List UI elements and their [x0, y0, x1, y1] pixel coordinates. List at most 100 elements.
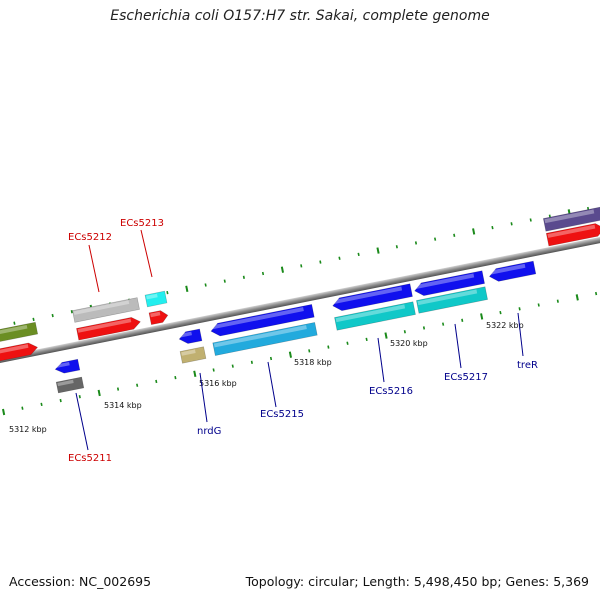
- tick-minor: [59, 398, 62, 403]
- gene-label-trer[interactable]: treR: [517, 360, 538, 371]
- tick-minor: [70, 310, 73, 314]
- cds-ecs5212-grey[interactable]: [72, 297, 140, 323]
- tick-minor: [136, 383, 139, 387]
- tick-major: [480, 313, 484, 320]
- tick-minor: [510, 222, 513, 226]
- tick-major: [472, 228, 476, 235]
- tick-label: 5314 kbp: [104, 401, 142, 410]
- cds-ecs5213-red[interactable]: [148, 309, 169, 326]
- tick-minor: [166, 290, 169, 295]
- tick-minor: [231, 364, 234, 368]
- label-leader-line: [88, 244, 100, 293]
- tick-minor: [250, 360, 253, 364]
- tick-minor: [422, 326, 426, 330]
- tick-minor: [357, 252, 360, 257]
- topology-text: Topology: circular; Length: 5,498,450 bp…: [245, 574, 589, 589]
- tick-label: 5320 kbp: [390, 339, 428, 348]
- tick-minor: [223, 279, 226, 283]
- tick-major: [280, 266, 285, 273]
- tick-minor: [261, 271, 265, 276]
- tick-minor: [338, 256, 341, 260]
- tick-label: 5318 kbp: [294, 358, 332, 367]
- cds-ecs5216[interactable]: [332, 283, 413, 312]
- tick-major: [384, 332, 388, 339]
- label-leader-line: [267, 361, 277, 408]
- tick-minor: [327, 345, 330, 349]
- tick-minor: [13, 321, 16, 325]
- tick-minor: [212, 368, 215, 372]
- cds-ecs5215[interactable]: [210, 304, 315, 337]
- tick-minor: [442, 322, 445, 326]
- cds-red-right-edge[interactable]: [545, 222, 600, 247]
- gene-label-ecs5212[interactable]: ECs5212: [68, 232, 112, 243]
- cds-nrdg-khaki[interactable]: [179, 346, 207, 364]
- tick-minor: [51, 313, 54, 318]
- tick-minor: [453, 233, 456, 237]
- tick-minor: [78, 395, 81, 399]
- label-leader-line: [454, 323, 462, 369]
- label-leaders: [75, 229, 524, 451]
- gene-label-nrdg[interactable]: nrdG: [197, 426, 221, 437]
- cds-ecs5211-grey[interactable]: [55, 376, 85, 394]
- tick-row-upper: [13, 206, 590, 325]
- tick-minor: [32, 317, 35, 322]
- tick-minor: [403, 330, 406, 334]
- tick-minor: [319, 260, 322, 264]
- label-leader-line: [377, 337, 385, 383]
- cds-ecs5216-cyan[interactable]: [334, 301, 416, 331]
- gene-label-ecs5217[interactable]: ECs5217: [444, 372, 488, 383]
- cds-ecs5217-cyan[interactable]: [416, 286, 488, 314]
- gene-label-ecs5215[interactable]: ECs5215: [260, 409, 304, 420]
- tick-minor: [365, 337, 368, 342]
- tick-minor: [499, 310, 502, 315]
- tick-major: [97, 389, 101, 397]
- tick-minor: [346, 341, 349, 345]
- label-leader-line: [199, 372, 208, 423]
- map-title: Escherichia coli O157:H7 str. Sakai, com…: [110, 8, 490, 24]
- tick-minor: [537, 303, 540, 307]
- tick-minor: [556, 299, 559, 303]
- cds-ecs5215-lightblue[interactable]: [212, 322, 318, 356]
- tick-minor: [21, 406, 24, 410]
- gene-label-ecs5213[interactable]: ECs5213: [120, 218, 164, 229]
- cds-nrdg[interactable]: [178, 328, 203, 345]
- gene-label-ecs5216[interactable]: ECs5216: [369, 386, 413, 397]
- tick-minor: [491, 225, 494, 230]
- tick-minor: [434, 237, 437, 241]
- cds-slate-edge[interactable]: [542, 206, 600, 232]
- tick-minor: [40, 402, 43, 407]
- tick-label: 5316 kbp: [199, 379, 237, 388]
- cds-trer[interactable]: [488, 260, 537, 283]
- tick-minor: [594, 291, 598, 296]
- cds-ecs5213-cyan[interactable]: [144, 290, 168, 308]
- cds-ecs5212-red[interactable]: [76, 316, 141, 341]
- tick-minor: [174, 375, 177, 380]
- tick-minor: [242, 275, 245, 279]
- tick-minor: [155, 379, 158, 384]
- gene-label-ecs5211[interactable]: ECs5211: [68, 453, 112, 464]
- genome-backbone: [0, 214, 600, 386]
- tick-major: [193, 370, 197, 377]
- tick-minor: [300, 264, 303, 268]
- feature-layer: [0, 206, 600, 394]
- tick-minor: [269, 356, 273, 361]
- accession-text: Accession: NC_002695: [9, 574, 152, 589]
- tick-label: 5322 kbp: [486, 321, 524, 330]
- tick-minor: [395, 245, 398, 249]
- label-leader-line: [517, 312, 524, 357]
- tick-label: 5312 kbp: [9, 425, 47, 434]
- cds-red-edge[interactable]: [0, 341, 39, 363]
- tick-major: [575, 294, 579, 301]
- tick-minor: [518, 307, 521, 311]
- cds-olive-edge[interactable]: [0, 321, 39, 345]
- tick-major: [185, 285, 189, 292]
- cds-ecs5217[interactable]: [413, 270, 485, 297]
- tick-minor: [204, 283, 207, 287]
- tick-minor: [414, 241, 418, 245]
- tick-major: [2, 408, 6, 416]
- label-leader-line: [75, 392, 89, 451]
- tick-minor: [461, 318, 464, 322]
- cds-ecs5211[interactable]: [54, 358, 81, 374]
